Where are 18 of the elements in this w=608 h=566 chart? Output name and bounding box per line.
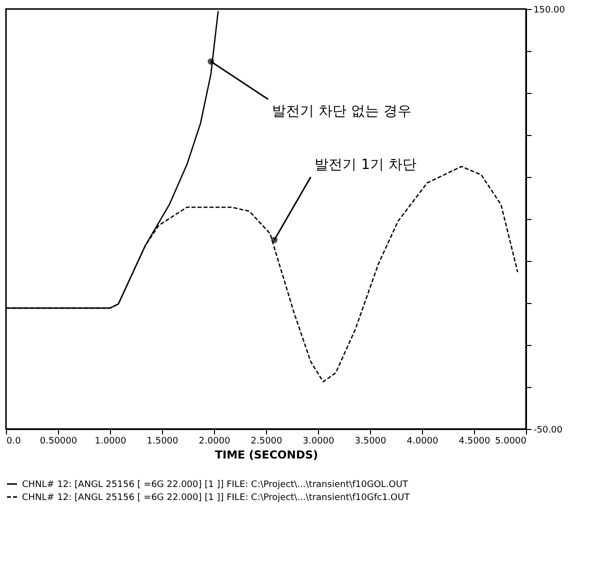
x-tick-label: 3.0000 bbox=[302, 436, 335, 446]
legend-label: CHNL# 12: [ANGL 25156 [ =6G 22.000] [1 ]] FILE: C:\Project\...\transient\f10Gfc1.OUT bbox=[22, 493, 410, 503]
x-tick-label: 3.5000 bbox=[354, 436, 387, 446]
x-tick-label: 4.0000 bbox=[406, 436, 439, 446]
x-tick-label: 0.0 bbox=[6, 436, 22, 446]
x-tick-label: 0.50000 bbox=[40, 436, 78, 446]
x-tick-label: 5.0000 bbox=[495, 436, 527, 446]
x-tick-label: 1.5000 bbox=[146, 436, 179, 446]
annotation: 발전기 차단 없는 경우 bbox=[272, 103, 412, 120]
x-axis-title: TIME (SECONDS) bbox=[214, 448, 318, 462]
x-tick-label: 1.0000 bbox=[94, 436, 127, 446]
y-tick-label: -50.00 bbox=[534, 426, 563, 436]
legend-label: CHNL# 12: [ANGL 25156 [ =6G 22.000] [1 ]] FILE: C:\Project\...\transient\f10GOL.OUT bbox=[22, 480, 408, 490]
annotation: 발전기 1기 차단 bbox=[314, 157, 417, 173]
x-tick-label: 2.0000 bbox=[198, 436, 231, 446]
x-tick-label: 4.5000 bbox=[458, 436, 491, 446]
y-tick-label: 150.00 bbox=[534, 6, 566, 16]
x-tick-label: 2.5000 bbox=[250, 436, 283, 446]
